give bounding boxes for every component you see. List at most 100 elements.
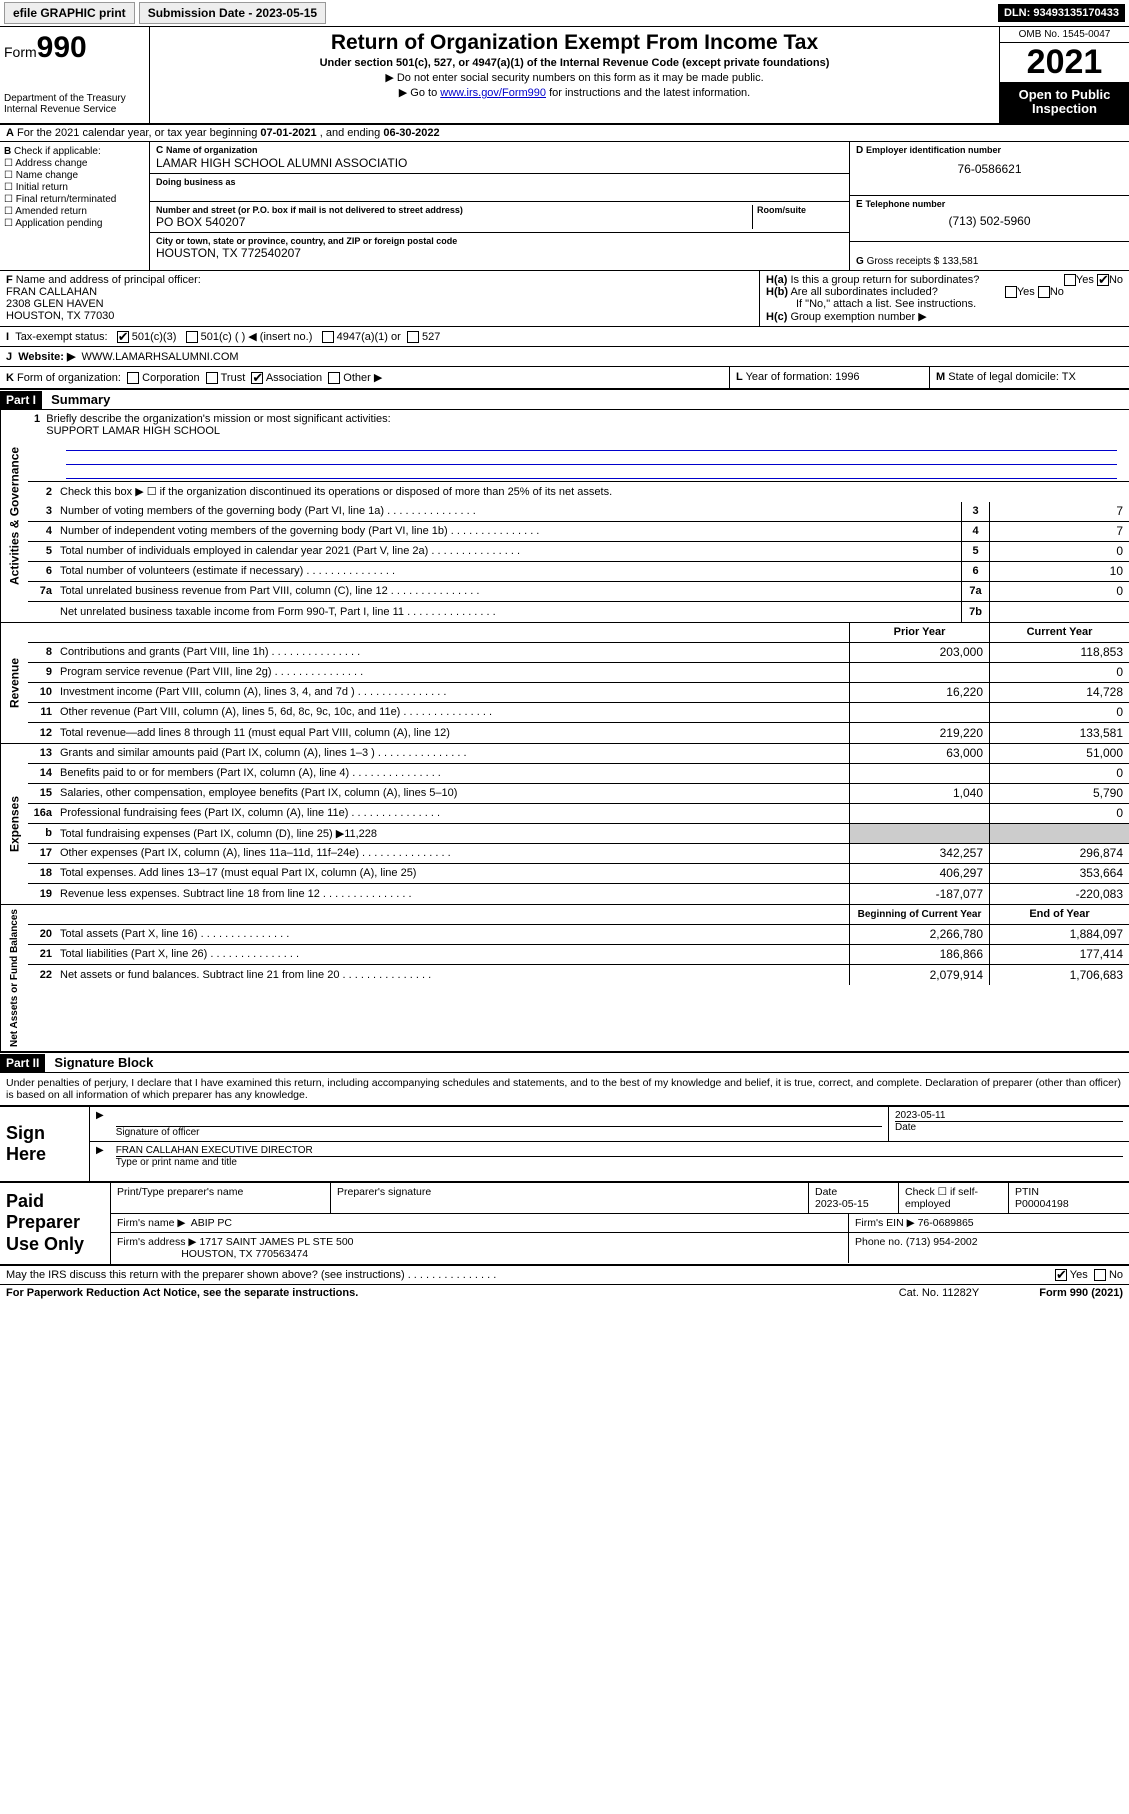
sig-date: 2023-05-11 [895,1110,1123,1121]
ko4: Other ▶ [343,372,382,384]
l1-lbl: Briefly describe the organization's miss… [46,413,390,425]
irs-link[interactable]: www.irs.gov/Form990 [440,87,546,99]
officer-addr1: 2308 GLEN HAVEN [6,298,104,310]
chk-initial-return[interactable]: ☐ Initial return [4,182,145,193]
i-501c3[interactable] [117,331,129,343]
submission-date-button[interactable]: Submission Date - 2023-05-15 [139,2,326,24]
row-k: K Form of organization: Corporation Trus… [0,367,729,388]
e-lbl: Telephone number [865,199,945,209]
l16b-v: 11,228 [344,828,377,840]
chk-amended-return[interactable]: ☐ Amended return [4,206,145,217]
chk-application-pending[interactable]: ☐ Application pending [4,218,145,229]
chk-address-change[interactable]: ☐ Address change [4,158,145,169]
no2: No [1050,286,1064,298]
l4: Number of independent voting members of … [56,523,961,539]
c16b [989,824,1129,843]
prep-sig-lbl: Preparer's signature [331,1183,809,1213]
city-val: HOUSTON, TX 772540207 [156,246,843,260]
l19: Revenue less expenses. Subtract line 18 … [56,886,849,902]
firm-addr-lbl: Firm's address ▶ [117,1236,197,1248]
declaration: Under penalties of perjury, I declare th… [0,1073,1129,1107]
k-assoc[interactable] [251,372,263,384]
l16b-a: Total fundraising expenses (Part IX, col… [60,828,344,840]
l2: Check this box ▶ ☐ if the organization d… [56,483,1129,500]
chk-name-change[interactable]: ☐ Name change [4,170,145,181]
h-note: If "No," attach a list. See instructions… [766,298,1123,310]
hdr-end: End of Year [989,905,1129,924]
room-lbl: Room/suite [757,205,843,215]
pdate-val: 2023-05-15 [815,1198,869,1210]
p17: 342,257 [849,844,989,863]
ha-no[interactable] [1097,274,1109,286]
i-4947[interactable] [322,331,334,343]
arrow-icon-2: ▶ [90,1142,110,1171]
hb-no[interactable] [1038,286,1050,298]
dln: DLN: 93493135170433 [998,4,1125,22]
opt0: Address change [15,158,87,169]
l5: Total number of individuals employed in … [56,543,961,559]
row-j: J Website: ▶ WWW.LAMARHSALUMNI.COM [0,347,1129,366]
d-lbl: Employer identification number [866,145,1001,155]
l15: Salaries, other compensation, employee b… [56,785,849,801]
officer-addr2: HOUSTON, TX 77030 [6,310,114,322]
box-h: H(a) Is this a group return for subordin… [759,271,1129,326]
hb-yes[interactable] [1005,286,1017,298]
activities-governance: Activities & Governance 1 Briefly descri… [0,410,1129,623]
chk-final-return[interactable]: ☐ Final return/terminated [4,194,145,205]
c16a: 0 [989,804,1129,823]
form-title: Return of Organization Exempt From Incom… [158,31,991,55]
efile-print-button[interactable]: efile GRAPHIC print [4,2,135,24]
p16b [849,824,989,843]
box-d: D Employer identification number 76-0586… [850,142,1129,196]
part1-hdr: Part I [0,391,42,409]
row-i: I Tax-exempt status: 501(c)(3) 501(c) ( … [0,327,1129,347]
vlabel-revenue: Revenue [0,623,28,743]
c21: 177,414 [989,945,1129,964]
hb-lbl: Are all subordinates included? [790,286,937,298]
netassets-section: Net Assets or Fund Balances Beginning of… [0,905,1129,1053]
l21: Total liabilities (Part X, line 26) [56,946,849,962]
header-mid: Return of Organization Exempt From Incom… [150,27,999,123]
gross-receipts: 133,581 [942,256,978,267]
l7b: Net unrelated business taxable income fr… [56,604,961,620]
ko3: Association [266,372,322,384]
a-text-b: , and ending [317,127,384,139]
dba-lbl: Doing business as [156,177,236,187]
part1-header: Part I Summary [0,390,1129,410]
firm-name: ABIP PC [191,1217,232,1229]
l14: Benefits paid to or for members (Part IX… [56,765,849,781]
l11: Other revenue (Part VIII, column (A), li… [56,704,849,720]
f-lbl: Name and address of principal officer: [16,274,201,286]
m-lbl: State of legal domicile: [948,371,1059,383]
omb-number: OMB No. 1545-0047 [1000,27,1129,43]
vlabel-net: Net Assets or Fund Balances [0,905,28,1051]
prep-name-lbl: Print/Type preparer's name [111,1183,331,1213]
may-irs-no[interactable] [1094,1269,1106,1281]
submission-date-label: Submission Date - [148,6,256,20]
hdr-current: Current Year [989,623,1129,642]
k-corp[interactable] [127,372,139,384]
form-header: Form990 Department of the Treasury Inter… [0,27,1129,125]
p14 [849,764,989,783]
pdate-lbl: Date [815,1186,837,1198]
k-trust[interactable] [206,372,218,384]
c-name-lbl: Name of organization [166,145,258,155]
irs-label: Internal Revenue Service [4,104,145,115]
firm-addr1: 1717 SAINT JAMES PL STE 500 [199,1236,353,1248]
hc-lbl: Group exemption number ▶ [790,311,926,323]
p20: 2,266,780 [849,925,989,944]
ptin-val: P00004198 [1015,1198,1069,1210]
may-irs-yes[interactable] [1055,1269,1067,1281]
i-501c[interactable] [186,331,198,343]
p9 [849,663,989,682]
ha-yes[interactable] [1064,274,1076,286]
part2-header: Part II Signature Block [0,1053,1129,1073]
opt2: Initial return [16,182,68,193]
a-end: 06-30-2022 [383,127,439,139]
firm-ein: 76-0689865 [918,1217,974,1229]
ha-lbl: Is this a group return for subordinates? [790,274,979,286]
may-irs-row: May the IRS discuss this return with the… [0,1266,1129,1285]
l16b: Total fundraising expenses (Part IX, col… [56,825,849,842]
k-other[interactable] [328,372,340,384]
i-527[interactable] [407,331,419,343]
